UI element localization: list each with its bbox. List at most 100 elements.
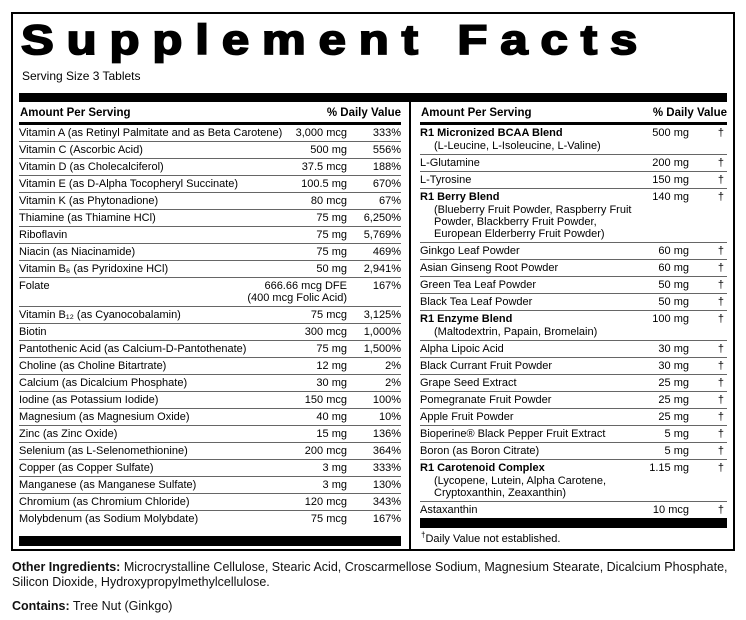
daily-value: † <box>717 262 724 274</box>
daily-value: 333% <box>372 462 401 474</box>
daily-value: † <box>717 343 724 355</box>
table-row: Vitamin C (Ascorbic Acid) 500 mg 556% <box>19 142 401 159</box>
ingredient-amount: 50 mg <box>316 263 347 275</box>
ingredient-amount: 40 mg <box>316 411 347 423</box>
ingredient-name: Pomegranate Fruit Powder <box>420 394 552 406</box>
right-column: Amount Per Serving % Daily Value R1 Micr… <box>411 102 727 549</box>
ingredient-sub-components: (Maltodextrin, Papain, Bromelain) <box>434 326 598 338</box>
table-row: R1 Micronized BCAA Blend (L-Leucine, L-Is… <box>420 125 727 155</box>
daily-value: † <box>717 377 724 389</box>
contains-label: Contains: <box>12 599 70 613</box>
ingredient-amount: 5 mg <box>664 428 689 440</box>
daily-value: † <box>717 127 724 139</box>
right-column-header: Amount Per Serving % Daily Value <box>420 102 727 125</box>
daily-value: 1,000% <box>363 326 401 338</box>
table-row: Green Tea Leaf Powder 50 mg † <box>420 277 727 294</box>
contains-text: Tree Nut (Ginkgo) <box>69 599 173 613</box>
ingredient-name: Black Tea Leaf Powder <box>420 296 533 308</box>
ingredient-name: Manganese (as Manganese Sulfate) <box>19 479 197 491</box>
daily-value: 100% <box>372 394 401 406</box>
left-rows: Vitamin A (as Retinyl Palmitate and as B… <box>19 125 401 527</box>
ingredient-amount: 666.66 mcg DFE (400 mcg Folic Acid) <box>247 280 347 304</box>
ingredient-name: Grape Seed Extract <box>420 377 517 389</box>
ingredient-name: R1 Carotenoid Complex (Lycopene, Lutein, … <box>420 462 643 499</box>
ingredient-amount: 200 mg <box>652 157 689 169</box>
table-row: Black Currant Fruit Powder 30 mg † <box>420 358 727 375</box>
ingredient-amount: 120 mcg <box>304 496 347 508</box>
daily-value: † <box>717 462 724 474</box>
ingredient-name: L-Tyrosine <box>420 174 472 186</box>
table-row: Vitamin E (as D-Alpha Tocopheryl Succina… <box>19 176 401 193</box>
table-row: Choline (as Choline Bitartrate) 12 mg 2% <box>19 358 401 375</box>
ingredient-amount: 200 mcg <box>304 445 347 457</box>
ingredient-amount: 100 mg <box>652 313 689 325</box>
table-row: Pomegranate Fruit Powder 25 mg † <box>420 392 727 409</box>
other-ingredients-label: Other Ingredients: <box>12 560 121 574</box>
ingredient-amount: 75 mg <box>316 343 347 355</box>
daily-value: 10% <box>378 411 401 423</box>
ingredient-name: Zinc (as Zinc Oxide) <box>19 428 118 440</box>
ingredient-amount: 10 mcg <box>652 504 689 516</box>
ingredient-name: Chromium (as Chromium Chloride) <box>19 496 190 508</box>
ingredient-name: Vitamin C (Ascorbic Acid) <box>19 144 143 156</box>
ingredient-amount: 500 mg <box>310 144 347 156</box>
daily-value: 136% <box>372 428 401 440</box>
ingredient-amount: 30 mg <box>658 343 689 355</box>
daily-value: † <box>717 157 724 169</box>
table-row: R1 Carotenoid Complex (Lycopene, Lutein, … <box>420 460 727 502</box>
left-column-header: Amount Per Serving % Daily Value <box>19 102 401 125</box>
table-row: Vitamin B₆ (as Pyridoxine HCl) 50 mg 2,941… <box>19 261 401 278</box>
ingredient-amount: 150 mcg <box>304 394 347 406</box>
daily-value: 2,941% <box>363 263 401 275</box>
ingredient-name: Bioperine® Black Pepper Fruit Extract <box>420 428 606 440</box>
supplement-facts-box: Supplement Facts Serving Size 3 Tablets … <box>11 12 735 551</box>
right-column-end-bar <box>420 518 727 528</box>
ingredient-amount: 80 mcg <box>310 195 347 207</box>
ingredient-name: Magnesium (as Magnesium Oxide) <box>19 411 190 423</box>
other-ingredients-text: Microcrystalline Cellulose, Stearic Acid… <box>12 560 728 589</box>
ingredient-amount: 500 mg <box>652 127 689 139</box>
ingredient-amount: 75 mcg <box>310 309 347 321</box>
table-row: Iodine (as Potassium Iodide) 150 mcg 100% <box>19 392 401 409</box>
ingredient-name: Ginkgo Leaf Powder <box>420 245 520 257</box>
table-row: Molybdenum (as Sodium Molybdate) 75 mcg 16… <box>19 511 401 527</box>
table-row: Pantothenic Acid (as Calcium-D-Pantothen… <box>19 341 401 358</box>
daily-value: 2% <box>385 377 401 389</box>
ingredient-amount: 60 mg <box>658 262 689 274</box>
ingredient-name: Molybdenum (as Sodium Molybdate) <box>19 513 199 525</box>
table-row: Niacin (as Niacinamide) 75 mg 469% <box>19 244 401 261</box>
ingredient-name: Iodine (as Potassium Iodide) <box>19 394 159 406</box>
table-row: Calcium (as Dicalcium Phosphate) 30 mg 2% <box>19 375 401 392</box>
ingredient-name: Astaxanthin <box>420 504 478 516</box>
dv-footnote-text: Daily Value not established. <box>425 533 561 545</box>
ingredient-name: Alpha Lipoic Acid <box>420 343 504 355</box>
table-row: Apple Fruit Powder 25 mg † <box>420 409 727 426</box>
ingredient-name: R1 Berry Blend (Blueberry Fruit Powder, R… <box>420 191 646 240</box>
daily-value: 3,125% <box>363 309 401 321</box>
left-column: Amount Per Serving % Daily Value Vitamin… <box>19 102 411 549</box>
daily-value: † <box>717 191 724 203</box>
ingredient-name: Vitamin B₁₂ (as Cyanocobalamin) <box>19 309 181 321</box>
daily-value: 343% <box>372 496 401 508</box>
ingredient-name: Vitamin B₆ (as Pyridoxine HCl) <box>19 263 169 275</box>
other-ingredients: Other Ingredients: Microcrystalline Cell… <box>12 560 734 590</box>
daily-value: † <box>717 504 724 516</box>
ingredient-sub-components: (Blueberry Fruit Powder, Raspberry Fruit… <box>434 204 632 240</box>
dagger-symbol: † <box>421 530 426 540</box>
left-column-spacer <box>19 527 401 536</box>
table-row: Ginkgo Leaf Powder 60 mg † <box>420 243 727 260</box>
footer: Other Ingredients: Microcrystalline Cell… <box>12 560 734 614</box>
daily-value-label: % Daily Value <box>652 107 727 119</box>
table-row: L-Tyrosine 150 mg † <box>420 172 727 189</box>
ingredient-sub-components: (L-Leucine, L-Isoleucine, L-Valine) <box>434 140 601 152</box>
ingredient-amount: 75 mg <box>316 229 347 241</box>
daily-value: 167% <box>372 513 401 525</box>
ingredient-amount: 37.5 mcg <box>301 161 347 173</box>
daily-value: † <box>717 245 724 257</box>
ingredient-name: R1 Micronized BCAA Blend (L-Leucine, L-Is… <box>420 127 646 152</box>
daily-value: 333% <box>372 127 401 139</box>
table-row: Selenium (as L-Selenomethionine) 200 mcg 3… <box>19 443 401 460</box>
ingredient-name: Green Tea Leaf Powder <box>420 279 536 291</box>
daily-value: 364% <box>372 445 401 457</box>
